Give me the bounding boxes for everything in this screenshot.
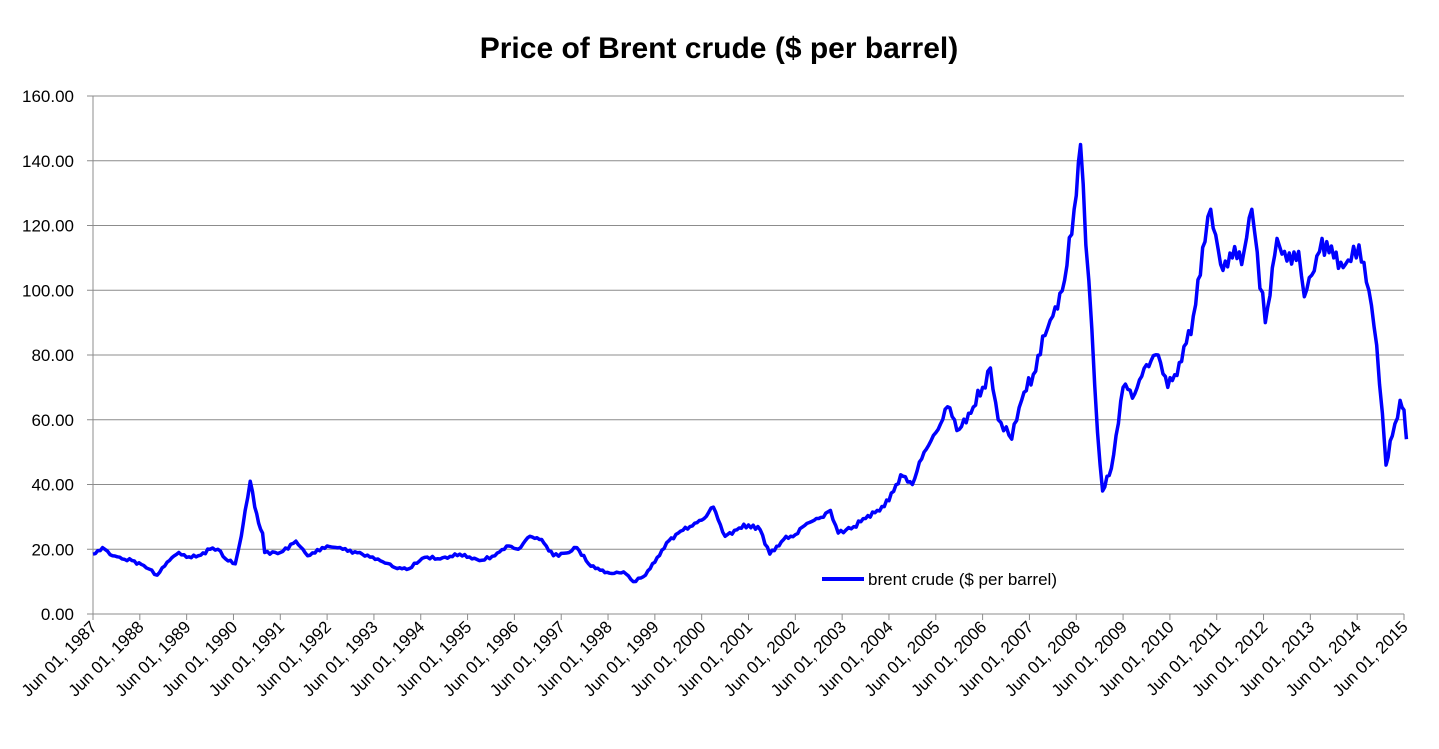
y-tick-label: 160.00 bbox=[22, 87, 74, 106]
y-tick-label: 120.00 bbox=[22, 217, 74, 236]
y-tick-label: 40.00 bbox=[31, 476, 74, 495]
chart-title: Price of Brent crude ($ per barrel) bbox=[480, 32, 958, 65]
y-tick-label: 60.00 bbox=[31, 411, 74, 430]
series-line-brent-crude bbox=[92, 142, 1409, 584]
y-tick-label: 100.00 bbox=[22, 281, 74, 300]
y-tick-label: 140.00 bbox=[22, 152, 74, 171]
legend: brent crude ($ per barrel) bbox=[822, 570, 1057, 589]
y-tick-label: 80.00 bbox=[31, 346, 74, 365]
legend-label: brent crude ($ per barrel) bbox=[868, 570, 1057, 589]
y-tick-label: 20.00 bbox=[31, 540, 74, 559]
y-tick-label: 0.00 bbox=[41, 605, 74, 624]
y-axis: 0.00 20.00 40.00 60.00 80.00 100.00 120.00 140.… bbox=[22, 87, 94, 624]
gridlines bbox=[93, 95, 1404, 615]
series-layer bbox=[92, 142, 1409, 584]
